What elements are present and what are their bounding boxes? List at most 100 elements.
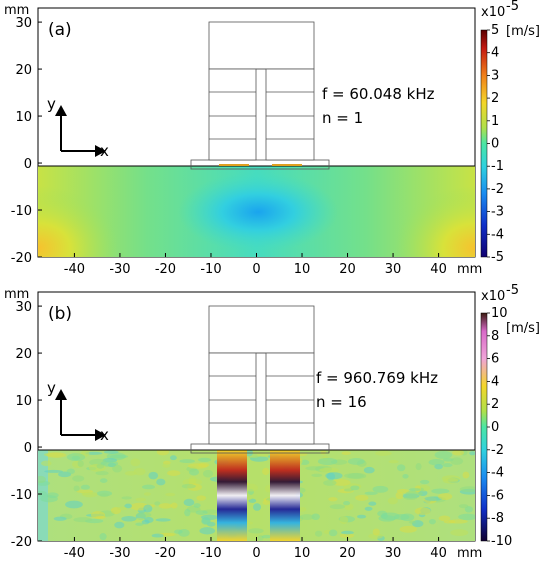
field-texture xyxy=(179,459,196,464)
panel-a-colorbar-unit: [m/s] xyxy=(506,24,540,39)
field-texture xyxy=(136,512,152,518)
colorbar-tick-label: 8 xyxy=(491,329,499,344)
panel-a-frequency: f = 60.048 kHz xyxy=(322,85,435,103)
y-tick-label: -20 xyxy=(11,535,32,550)
field-texture xyxy=(95,515,106,519)
field-texture xyxy=(66,468,75,475)
panel-a-field xyxy=(38,166,475,257)
x-tick-label: 0 xyxy=(252,546,260,561)
field-texture xyxy=(245,483,258,492)
x-tick-label: -10 xyxy=(200,546,221,561)
field-texture xyxy=(343,488,354,492)
y-tick-label: 0 xyxy=(24,441,32,456)
panel-b-axis-arrows xyxy=(55,389,106,441)
colorbar-tick-label: -5 xyxy=(491,250,504,265)
field-texture xyxy=(381,512,388,520)
field-texture xyxy=(458,513,475,521)
field-texture xyxy=(409,488,421,492)
field-texture xyxy=(403,495,418,500)
field-texture xyxy=(332,479,351,486)
field-texture xyxy=(363,466,375,474)
panel-a-y-arrow-label: y xyxy=(47,95,56,113)
field-texture xyxy=(167,470,181,477)
colorbar-tick-label: -1 xyxy=(491,159,504,174)
field-texture xyxy=(428,519,436,525)
panel-a-axis-arrows xyxy=(55,105,106,157)
field-texture xyxy=(364,491,378,495)
panel-b-y-arrow-label: y xyxy=(47,379,56,397)
field-texture xyxy=(66,453,86,462)
field-texture xyxy=(396,464,406,472)
field-texture xyxy=(38,490,47,497)
field-texture xyxy=(196,495,207,501)
x-tick-label: -30 xyxy=(109,546,130,561)
y-tick-label: -10 xyxy=(11,204,32,219)
field-texture xyxy=(178,529,190,537)
field-texture xyxy=(448,519,468,524)
panel-b-field xyxy=(38,450,475,541)
field-texture xyxy=(368,533,383,539)
field-texture xyxy=(154,501,161,506)
field-texture xyxy=(458,504,469,509)
x-tick-label: 0 xyxy=(252,262,260,277)
field-texture xyxy=(387,497,398,505)
field-texture xyxy=(202,469,214,478)
x-tick-label: -20 xyxy=(155,546,176,561)
x-tick-label: -10 xyxy=(200,262,221,277)
field-texture xyxy=(434,450,453,459)
field-texture xyxy=(299,514,315,521)
x-tick-label: 40 xyxy=(430,546,447,561)
field-texture xyxy=(124,471,137,476)
panel-a-colorbar: 5 4 3 2 1 0 -1 -2 -3 -4 -5 x10 -5 [m/s] xyxy=(480,0,540,265)
panel-a-colorbar-exponent: x10 xyxy=(481,5,505,20)
field-texture xyxy=(99,493,110,498)
colorbar-tick-label: 4 xyxy=(491,46,499,61)
x-tick-label: -30 xyxy=(109,262,130,277)
field-texture xyxy=(341,530,354,535)
field-texture xyxy=(156,450,170,456)
panel-b-x-arrow-label: x xyxy=(100,426,109,444)
field-texture xyxy=(114,521,125,529)
field-texture xyxy=(462,471,470,479)
field-texture xyxy=(53,516,67,521)
field-texture xyxy=(399,525,417,533)
field-texture xyxy=(158,503,173,509)
field-texture xyxy=(314,530,323,537)
field-texture xyxy=(261,534,272,539)
field-texture xyxy=(442,463,453,468)
y-tick-label: 20 xyxy=(15,347,32,362)
field-texture xyxy=(328,497,338,502)
field-texture xyxy=(165,492,176,497)
field-texture xyxy=(452,450,465,456)
field-texture xyxy=(155,518,171,522)
field-texture xyxy=(368,501,377,506)
y-tick-label: 0 xyxy=(24,157,32,172)
field-texture xyxy=(339,533,355,538)
panel-b-colorbar-exponent-power: -5 xyxy=(506,283,519,298)
panel-b-colorbar: 10 8 6 4 2 0 -2 -4 -6 -8 -10 x10 -5 [m/s] xyxy=(480,283,540,549)
field-texture xyxy=(80,484,90,490)
colorbar-tick-label: 1 xyxy=(491,114,499,129)
field-texture xyxy=(141,519,150,525)
field-texture xyxy=(95,470,109,476)
panel-b-x-ticks: -40 -30 -20 -10 0 10 20 30 40 xyxy=(64,537,447,561)
field-texture xyxy=(450,457,464,465)
field-texture xyxy=(103,450,119,454)
colorbar-tick-label: -10 xyxy=(491,534,512,549)
field-texture xyxy=(415,462,422,471)
field-texture xyxy=(109,454,129,459)
field-texture xyxy=(325,472,343,480)
colorbar-tick-label: -4 xyxy=(491,466,504,481)
panel-b-mode: n = 16 xyxy=(316,393,367,411)
field-texture xyxy=(311,473,323,478)
x-tick-label: -20 xyxy=(155,262,176,277)
field-texture xyxy=(73,517,93,523)
field-texture xyxy=(364,506,373,511)
field-texture xyxy=(262,500,271,505)
panel-b-label: (b) xyxy=(48,304,72,324)
field-texture xyxy=(375,450,392,456)
field-texture xyxy=(143,492,151,496)
colorbar-tick-label: 6 xyxy=(491,352,499,367)
field-texture xyxy=(148,471,159,480)
